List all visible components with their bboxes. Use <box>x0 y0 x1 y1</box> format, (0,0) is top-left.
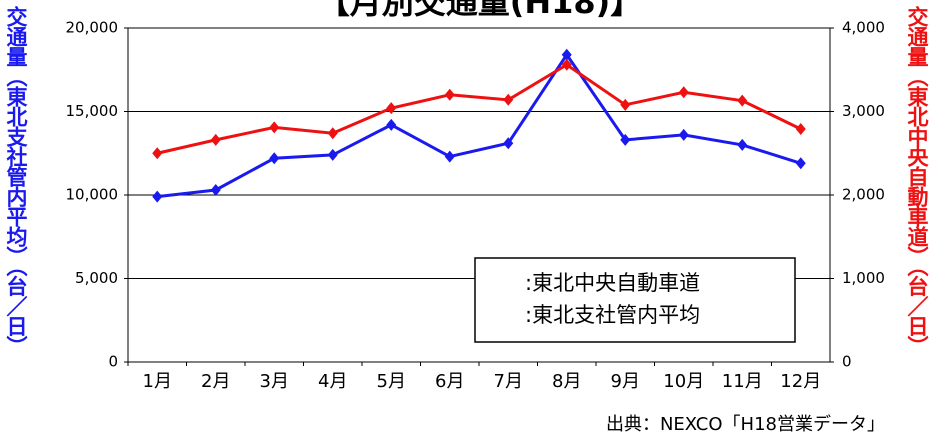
y-tick-label: 5,000 <box>75 269 118 287</box>
y-tick-label: 20,000 <box>66 19 119 37</box>
x-tick-label: 9月 <box>611 371 640 392</box>
y2-tick-label: 4,000 <box>842 19 885 37</box>
marker <box>269 121 280 134</box>
y2-tick-label: 3,000 <box>842 102 885 120</box>
marker <box>210 183 221 196</box>
series-line <box>157 52 802 199</box>
source: 出典：NEXCO「H18営業データ」 <box>606 414 885 435</box>
y2-tick-label: 0 <box>842 353 852 371</box>
marker <box>210 133 221 146</box>
y2-tick-label: 1,000 <box>842 269 885 287</box>
y-axis-label: 交通量（東北支社管内平均）（台／日） <box>4 6 28 356</box>
legend-label: :東北支社管内平均 <box>525 303 700 327</box>
x-tick-label: 1月 <box>143 371 172 392</box>
y-tick-label: 10,000 <box>66 186 119 204</box>
marker <box>444 150 455 163</box>
y-tick-label: 0 <box>108 353 118 371</box>
x-tick-label: 10月 <box>663 371 704 392</box>
x-tick-label: 3月 <box>260 371 289 392</box>
legend-box <box>474 257 796 343</box>
y2-axis-label: 交通量（東北中央自動車道）（台／日） <box>905 6 929 356</box>
legend-label: :東北中央自動車道 <box>525 271 700 295</box>
marker <box>678 86 689 99</box>
marker <box>327 127 338 140</box>
x-tick-label: 2月 <box>201 371 230 392</box>
x-tick-label: 4月 <box>318 371 347 392</box>
marker <box>620 133 631 146</box>
series-line <box>156 62 802 155</box>
x-tick-label: 5月 <box>377 371 406 392</box>
marker <box>737 94 748 107</box>
marker <box>152 147 163 160</box>
x-tick-label: 6月 <box>435 371 464 392</box>
marker <box>620 98 631 111</box>
marker <box>386 102 397 115</box>
marker <box>737 138 748 151</box>
x-tick-label: 7月 <box>494 371 523 392</box>
marker <box>678 128 689 141</box>
x-tick-label: 11月 <box>722 371 763 392</box>
chart-title: 【月別交通量(H18)】 <box>318 0 643 21</box>
marker <box>795 157 806 170</box>
y2-tick-label: 2,000 <box>842 186 885 204</box>
marker <box>795 123 806 136</box>
marker <box>503 93 514 106</box>
marker <box>269 152 280 165</box>
marker <box>327 148 338 161</box>
marker <box>503 137 514 150</box>
marker <box>444 88 455 101</box>
x-tick-label: 12月 <box>780 371 821 392</box>
marker <box>561 58 572 71</box>
marker <box>561 48 572 61</box>
x-tick-label: 8月 <box>552 371 581 392</box>
marker <box>152 190 163 203</box>
y-tick-label: 15,000 <box>66 102 119 120</box>
marker <box>386 118 397 131</box>
